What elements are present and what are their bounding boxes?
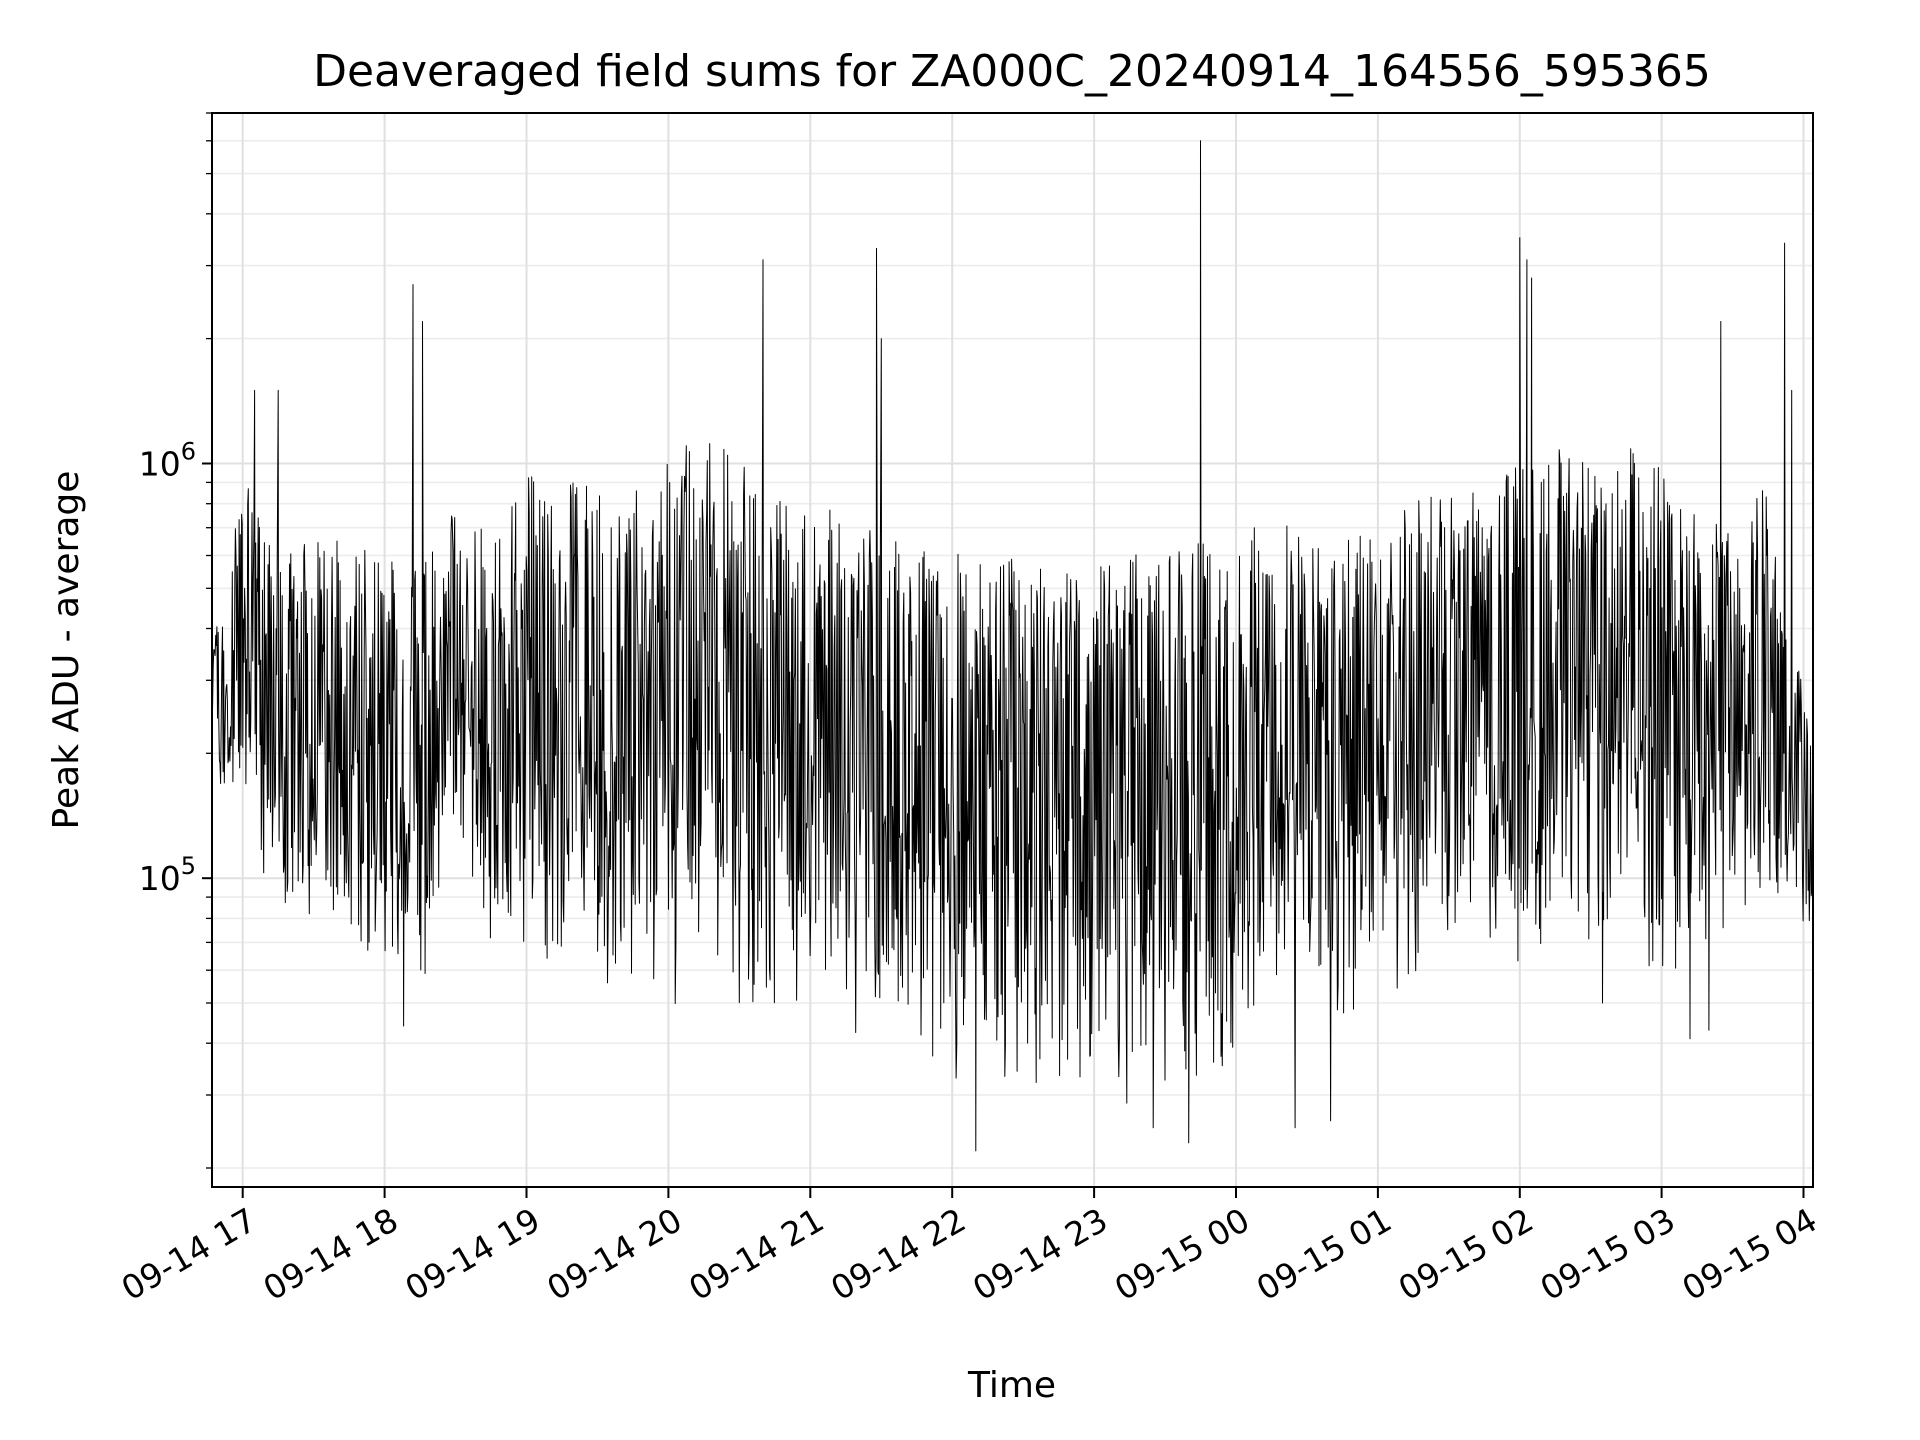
x-axis-label: Time	[967, 1365, 1056, 1406]
x-tick-label: 09-14 22	[824, 1200, 972, 1308]
x-tick-label: 09-15 04	[1676, 1200, 1824, 1308]
x-tick-label: 09-14 17	[115, 1200, 263, 1308]
x-tick-label: 09-14 20	[540, 1200, 688, 1308]
series-path	[211, 140, 1814, 1152]
y-axis: 105 106	[139, 112, 212, 1169]
x-tick-label: 09-15 03	[1534, 1200, 1682, 1308]
y-axis-label: Peak ADU - average	[46, 471, 87, 830]
y-tick-label: 105	[139, 852, 196, 898]
x-tick-label: 09-14 23	[966, 1200, 1114, 1308]
chart-title: Deaveraged field sums for ZA000C_2024091…	[313, 46, 1711, 97]
x-tick-label: 09-15 02	[1392, 1200, 1540, 1308]
series-line	[211, 140, 1814, 1152]
y-tick-label: 106	[139, 437, 196, 483]
x-tick-label: 09-14 19	[399, 1200, 547, 1308]
x-tick-label: 09-15 00	[1108, 1200, 1256, 1308]
x-tick-label: 09-14 18	[257, 1200, 405, 1308]
x-tick-label: 09-15 01	[1250, 1200, 1398, 1308]
plot-frame	[211, 112, 1814, 1188]
x-tick-label: 09-14 21	[682, 1200, 830, 1308]
